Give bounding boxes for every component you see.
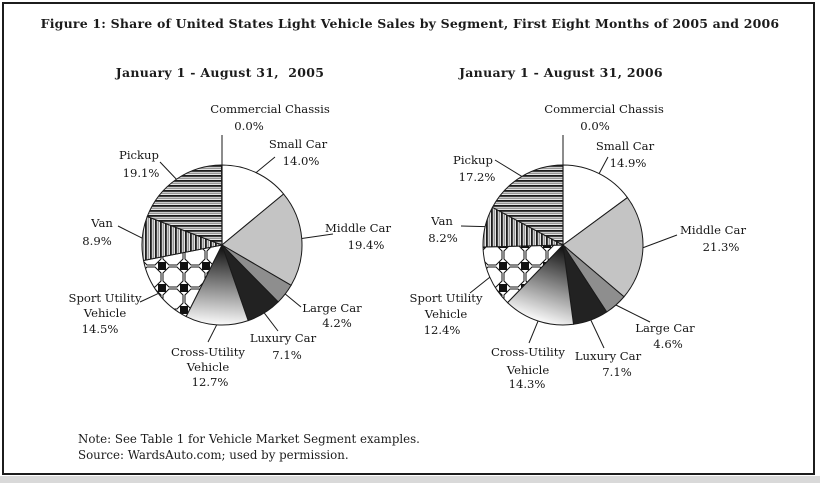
pie-label-cross-utility-vehicle: Cross-Utility (171, 345, 245, 359)
chart-title-2006: January 1 - August 31, 2006 (459, 65, 663, 80)
label-leader-line (207, 324, 218, 343)
figure-note: Note: See Table 1 for Vehicle Market Seg… (78, 431, 420, 463)
label-leader-line (139, 292, 159, 303)
chart-title-2005: January 1 - August 31, 2005 (115, 65, 325, 80)
pie-label-luxury-car-value: 7.1% (602, 365, 631, 379)
pie-label-van: Van (90, 216, 113, 230)
figure-border (2, 2, 815, 475)
pie-label-van-value: 8.2% (428, 231, 457, 245)
pie-label-commercial-chassis-value: 0.0% (234, 119, 263, 133)
pie-label-van: Van (430, 214, 453, 228)
pie-label-large-car: Large Car (635, 321, 695, 335)
pie-label-cross-utility-vehicle: Vehicle (186, 360, 230, 374)
label-leader-line (469, 276, 491, 294)
pie-label-large-car: Large Car (302, 301, 362, 315)
pie-label-middle-car-value: 21.3% (703, 240, 740, 254)
page-edge-strip (0, 476, 820, 483)
pie-label-large-car-value: 4.6% (653, 337, 682, 351)
pie-svg-1: Commercial Chassis 0.0% Small Car 14.9% Midd… (410, 102, 747, 391)
label-leader-line (159, 161, 177, 180)
pie-2005-canvas: Commercial Chassis 0.0% Small Car 14.0% Midd… (30, 90, 410, 420)
pie-slice-cross-utility-vehicle (185, 244, 249, 326)
pie-slice-cross-utility-vehicle (507, 244, 575, 326)
pie-label-van-value: 8.9% (82, 234, 111, 248)
label-leader-line (615, 304, 651, 323)
pie-slice-small-car (221, 164, 285, 246)
pie-label-cross-utility-vehicle: Cross-Utility (491, 345, 565, 359)
pie-label-commercial-chassis: Commercial Chassis (210, 102, 330, 116)
pie-label-sport-utility-vehicle: Vehicle (83, 306, 127, 320)
pie-slice-middle-car (221, 193, 303, 286)
pie-label-luxury-car: Luxury Car (575, 349, 642, 363)
pie-slice-middle-car (562, 197, 644, 298)
pie-label-small-car: Small Car (269, 137, 328, 151)
pie-label-cross-utility-vehicle-value: 14.3% (509, 377, 546, 391)
pie-chart-2006: January 1 - August 31, 2006 Commercial C… (371, 60, 751, 415)
pie-label-small-car-value: 14.0% (283, 154, 320, 168)
pie-label-small-car: Small Car (596, 139, 655, 153)
pie-svg-0: Commercial Chassis 0.0% Small Car 14.0% Midd… (69, 102, 392, 389)
label-leader-line (642, 234, 678, 249)
pie-label-pickup: Pickup (453, 153, 493, 167)
pie-label-sport-utility-vehicle: Sport Utility (410, 291, 483, 305)
pie-chart-2005: January 1 - August 31, 2005 Commercial C… (30, 60, 410, 415)
source-line: Source: WardsAuto.com; used by permissio… (78, 448, 349, 462)
pie-label-luxury-car-value: 7.1% (272, 348, 301, 362)
pie-label-commercial-chassis: Commercial Chassis (544, 102, 664, 116)
label-leader-line (460, 225, 486, 228)
pie-label-pickup-value: 19.1% (123, 166, 160, 180)
label-leader-line (301, 233, 334, 239)
figure-title: Figure 1: Share of United States Light V… (40, 16, 780, 31)
pie-label-pickup-value: 17.2% (459, 170, 496, 184)
pie-slice-sport-utility-vehicle (482, 244, 564, 304)
pie-label-commercial-chassis-value: 0.0% (580, 119, 609, 133)
label-leader-line (528, 320, 539, 344)
pie-label-luxury-car: Luxury Car (250, 331, 317, 345)
label-leader-line (494, 159, 523, 177)
pie-label-pickup: Pickup (119, 148, 159, 162)
pie-label-large-car-value: 4.2% (322, 316, 351, 330)
pie-label-middle-car: Middle Car (325, 221, 391, 235)
pie-label-cross-utility-vehicle: Vehicle (506, 363, 550, 377)
label-leader-line (590, 319, 605, 349)
pie-slice-small-car (562, 164, 628, 246)
note-line: Note: See Table 1 for Vehicle Market Seg… (78, 432, 420, 446)
pie-label-small-car-value: 14.9% (610, 156, 647, 170)
pie-label-middle-car-value: 19.4% (348, 238, 385, 252)
pie-label-sport-utility-vehicle-value: 12.4% (424, 323, 461, 337)
label-leader-line (284, 293, 302, 308)
pie-2006-canvas: Commercial Chassis 0.0% Small Car 14.9% Midd… (371, 90, 751, 420)
label-leader-line (117, 225, 143, 239)
pie-label-sport-utility-vehicle: Vehicle (424, 307, 468, 321)
pie-label-middle-car: Middle Car (680, 223, 746, 237)
label-leader-line (598, 156, 609, 174)
pie-slice-pickup (491, 164, 564, 246)
pie-slice-pickup (146, 164, 223, 246)
pie-label-cross-utility-vehicle-value: 12.7% (192, 375, 229, 389)
pie-label-sport-utility-vehicle: Sport Utility (69, 291, 142, 305)
label-leader-line (263, 312, 279, 332)
label-leader-line (255, 156, 276, 173)
pie-label-sport-utility-vehicle-value: 14.5% (82, 322, 119, 336)
